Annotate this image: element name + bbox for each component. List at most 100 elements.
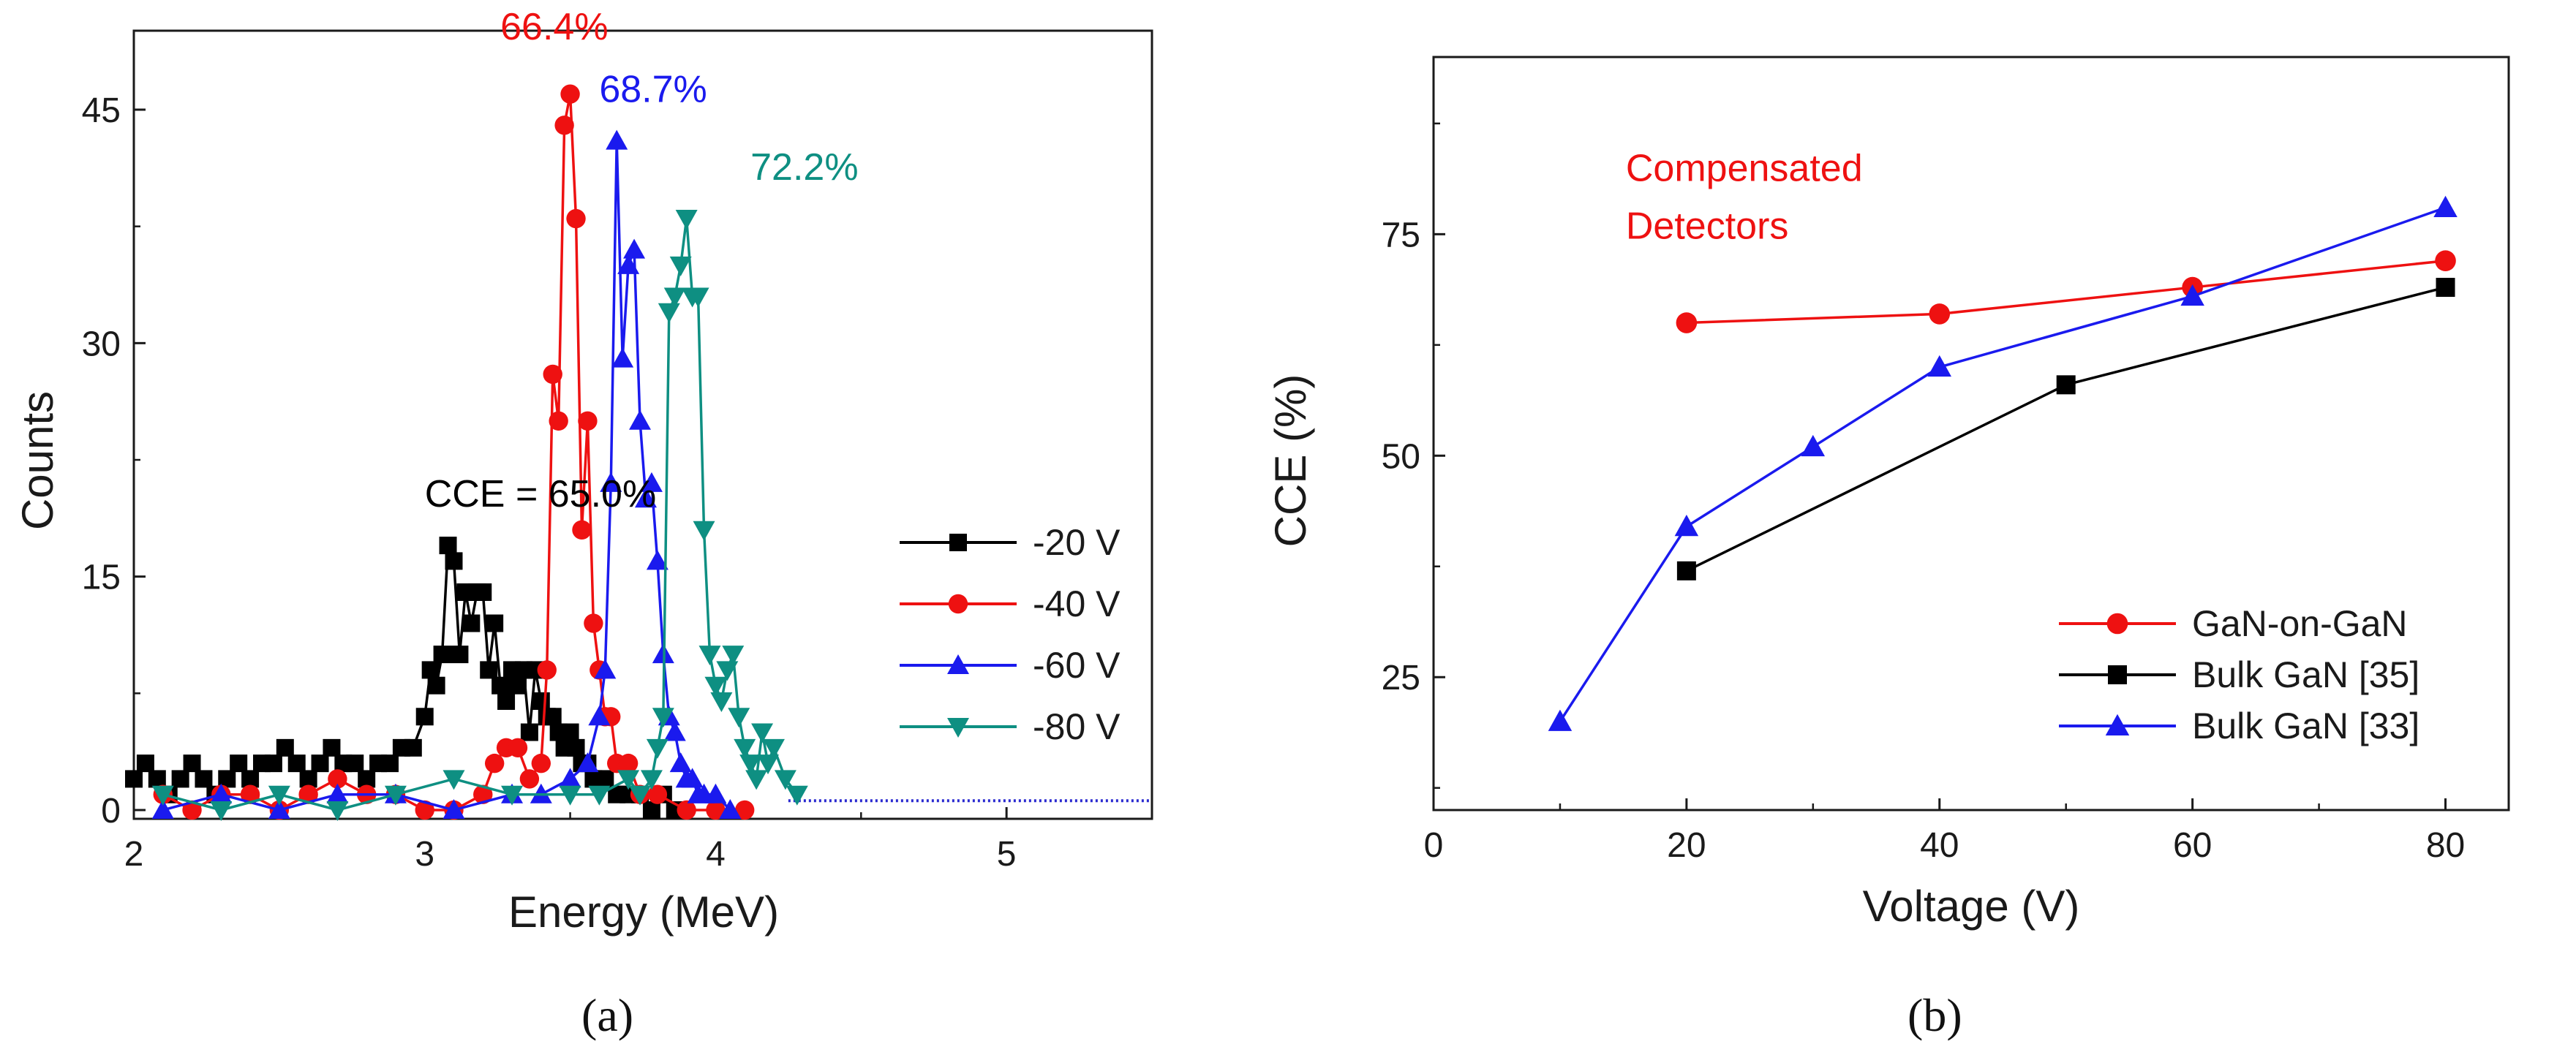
x-tick-label: 0 xyxy=(1424,826,1444,865)
legend-marker xyxy=(2105,714,2130,735)
annotation-label: 66.4% xyxy=(500,6,608,48)
data-point xyxy=(462,614,481,632)
data-point xyxy=(734,738,756,759)
data-point xyxy=(287,754,306,773)
data-point xyxy=(669,256,692,276)
data-point xyxy=(706,800,726,820)
data-point xyxy=(786,785,808,806)
data-point xyxy=(588,705,611,726)
data-point xyxy=(543,364,562,385)
data-point xyxy=(2436,278,2455,298)
data-point xyxy=(439,537,457,555)
data-point xyxy=(328,769,347,789)
x-tick-label: 80 xyxy=(2426,826,2465,865)
data-point xyxy=(415,708,434,726)
data-point xyxy=(549,411,568,431)
x-tick-label: 2 xyxy=(124,835,144,874)
data-point xyxy=(554,116,574,135)
data-point xyxy=(264,754,282,773)
data-point xyxy=(560,84,580,104)
data-point xyxy=(358,770,376,788)
data-point xyxy=(617,254,640,274)
data-point xyxy=(2433,195,2458,217)
data-point xyxy=(520,723,538,741)
data-point xyxy=(346,754,364,773)
data-point xyxy=(380,754,399,773)
y-tick-label: 25 xyxy=(1382,659,1420,697)
data-point xyxy=(171,770,189,788)
legend-marker xyxy=(949,534,967,551)
x-tick-label: 60 xyxy=(2173,826,2212,865)
data-point xyxy=(1548,709,1573,731)
data-point xyxy=(675,210,698,230)
data-point xyxy=(594,659,617,679)
data-point xyxy=(698,646,721,666)
data-point xyxy=(567,738,585,757)
data-point xyxy=(492,676,510,695)
data-point xyxy=(508,676,527,695)
data-point xyxy=(484,753,505,773)
annotation-label: CCE = 65.0% xyxy=(425,473,657,515)
data-point xyxy=(728,708,750,728)
panel-caption: (a) xyxy=(581,989,633,1041)
series-line xyxy=(1686,286,2446,572)
y-tick-label: 15 xyxy=(82,559,121,597)
data-point xyxy=(2180,284,2204,306)
data-point xyxy=(480,661,498,679)
data-point xyxy=(543,708,562,726)
x-axis-title: Voltage (V) xyxy=(1863,882,2080,931)
data-point xyxy=(669,752,692,773)
data-point xyxy=(739,754,762,775)
chart-panel-b: 0 20 40 60 80 25 50 75 Voltage (V) CCE (%) Compens… xyxy=(1266,56,2510,1041)
data-point xyxy=(299,770,317,788)
legend-marker xyxy=(947,654,969,674)
data-point xyxy=(640,770,663,790)
data-point xyxy=(415,800,434,820)
x-tick-label: 4 xyxy=(706,835,726,874)
data-point xyxy=(497,692,516,710)
x-tick-label: 20 xyxy=(1667,826,1706,865)
series-line xyxy=(1559,206,2447,722)
annotation-label: Compensated xyxy=(1626,148,1863,190)
data-point xyxy=(663,287,686,308)
data-point xyxy=(445,552,463,570)
data-point xyxy=(2056,375,2076,395)
x-axis-title: Energy (MeV) xyxy=(508,888,779,937)
x-tick-label: 5 xyxy=(997,835,1017,874)
data-point xyxy=(652,708,674,728)
legend-label: -40 V xyxy=(1033,583,1121,624)
data-point xyxy=(623,238,646,259)
series-80-v xyxy=(151,210,808,821)
annotation-label: Detectors xyxy=(1626,205,1789,247)
series-20-v xyxy=(125,537,684,819)
legend-marker xyxy=(2108,665,2127,684)
data-point xyxy=(183,754,201,773)
annotation-label: 72.2% xyxy=(750,146,858,189)
data-point xyxy=(421,661,440,679)
data-point xyxy=(710,692,733,712)
legend-marker xyxy=(947,718,969,738)
data-point xyxy=(1676,561,1696,580)
data-point xyxy=(136,754,154,773)
data-point xyxy=(600,472,622,492)
y-tick-label: 75 xyxy=(1382,216,1420,254)
legend-label: GaN-on-GaN xyxy=(2192,603,2408,644)
data-point xyxy=(642,801,660,819)
data-point xyxy=(596,770,614,788)
data-point xyxy=(640,472,663,492)
data-point xyxy=(634,488,657,508)
legend-label: -60 V xyxy=(1033,645,1121,686)
data-point xyxy=(2435,250,2456,272)
legend-label: Bulk GaN [35] xyxy=(2192,654,2419,695)
y-axis-title: CCE (%) xyxy=(1266,374,1315,548)
data-point xyxy=(240,784,260,804)
data-point xyxy=(326,783,349,803)
data-point xyxy=(578,411,598,431)
data-point xyxy=(1801,434,1826,457)
data-point xyxy=(762,738,785,759)
series-bulk-gan-35 xyxy=(1676,278,2455,580)
data-point xyxy=(230,754,248,773)
data-point xyxy=(617,770,640,790)
data-point xyxy=(719,799,742,819)
